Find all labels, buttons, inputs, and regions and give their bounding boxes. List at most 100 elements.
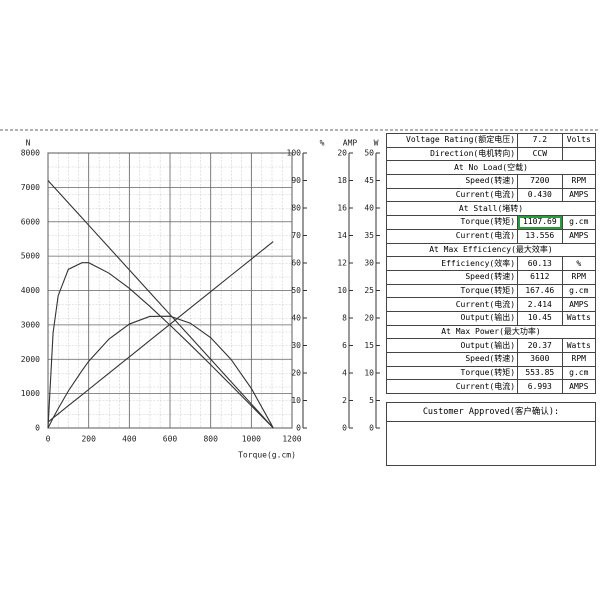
table-row: Current(电流) 2.414 AMPS (385, 297, 597, 312)
table-row: Current(电流) 0.430 AMPS (385, 187, 597, 203)
y-tick-label: 50 (364, 149, 374, 158)
y-tick-label: 80 (291, 204, 301, 213)
cell: 167.46 (517, 283, 563, 299)
y-tick-label: 60 (291, 259, 301, 268)
cell: RPM (561, 269, 597, 285)
x-tick-label: 1200 (282, 435, 301, 444)
curve (47, 241, 274, 423)
table-row: Direction(电机转向) CCW (385, 146, 597, 162)
table-row: Torque(转矩) 553.85 g.cm (385, 365, 597, 381)
y-tick-label: 30 (291, 341, 301, 350)
cell (561, 146, 597, 162)
customer-label: Customer Approved(客户确认): (387, 403, 595, 422)
y-tick-label: 12 (337, 259, 347, 268)
x-axis-title: Torque(g.cm) (238, 451, 296, 460)
section-header: At No Load(空载) (386, 160, 596, 176)
table-row: Output(输出) 10.45 Watts (385, 310, 597, 326)
table-row: Torque(转矩) 1107.69 g.cm (385, 215, 597, 230)
row-label: Efficiency(效率) (385, 256, 519, 271)
section-header: At Max Efficiency(最大效率) (386, 242, 596, 258)
cell: Volts (561, 133, 597, 148)
cell: AMPS (561, 379, 597, 395)
y-tick-label: 100 (287, 149, 302, 158)
y-tick-label: 50 (291, 286, 301, 295)
cell: Watts (561, 338, 597, 353)
curve (47, 262, 274, 429)
table-row: Output(输出) 20.37 Watts (385, 338, 597, 353)
table-row: Speed(转速) 7200 RPM (385, 174, 597, 189)
table-row: Speed(转速) 3600 RPM (385, 352, 597, 367)
cell: 13.556 (517, 228, 563, 244)
row-label: Output(输出) (385, 310, 519, 326)
table-row: At Max Power(最大功率) (386, 324, 596, 340)
y-tick-label: 30 (364, 259, 374, 268)
table-row: Voltage Rating(额定电压) 7.2 Volts (385, 133, 597, 148)
row-label: Speed(转速) (385, 352, 519, 367)
axis-title: N (26, 139, 31, 148)
section-header: At Max Power(最大功率) (386, 324, 596, 340)
y-tick-label: 1000 (21, 389, 40, 398)
row-label: Voltage Rating(额定电压) (385, 133, 519, 148)
cell: 7200 (517, 174, 563, 189)
cell: 3600 (517, 352, 563, 367)
table-row: At Max Efficiency(最大效率) (386, 242, 596, 258)
axis-title: W (374, 139, 379, 148)
table-row: Current(电流) 13.556 AMPS (385, 228, 597, 244)
table-row: Current(电流) 6.993 AMPS (385, 379, 597, 395)
y-tick-label: 70 (291, 231, 301, 240)
axis-title: AMP (343, 139, 358, 148)
cell: RPM (561, 352, 597, 367)
row-label: Torque(转矩) (385, 215, 519, 230)
y-tick-label: 7000 (21, 183, 40, 192)
y-tick-label: 18 (337, 176, 347, 185)
x-tick-label: 1000 (242, 435, 261, 444)
row-label: Speed(转速) (385, 174, 519, 189)
y-tick-label: 2 (342, 396, 347, 405)
axis-title: % (320, 139, 325, 148)
x-tick-label: 0 (46, 435, 51, 444)
table-row: Torque(转矩) 167.46 g.cm (385, 283, 597, 299)
cell: 7.2 (517, 133, 563, 148)
y-tick-label: 8000 (21, 149, 40, 158)
y-tick-label: 0 (369, 424, 374, 433)
row-label: Speed(转速) (385, 269, 519, 285)
y-tick-label: 10 (364, 369, 374, 378)
y-tick-label: 16 (337, 204, 347, 213)
row-label: Current(电流) (385, 297, 519, 312)
section-header: At Stall(堵转) (386, 201, 596, 217)
x-tick-label: 200 (81, 435, 96, 444)
curve (47, 315, 274, 429)
cell: 20.37 (517, 338, 563, 353)
cell: 10.45 (517, 310, 563, 326)
spec-table: Voltage Rating(额定电压) 7.2 Volts Direction(电机… (385, 133, 597, 395)
y-tick-label: 6000 (21, 217, 40, 226)
y-tick-label: 0 (342, 424, 347, 433)
cell: g.cm (561, 283, 597, 299)
y-tick-label: 2000 (21, 355, 40, 364)
y-tick-label: 20 (364, 314, 374, 323)
y-tick-label: 6 (342, 341, 347, 350)
curve (47, 180, 274, 429)
y-tick-label: 5000 (21, 252, 40, 261)
row-label: Torque(转矩) (385, 365, 519, 381)
table-row: At No Load(空载) (386, 160, 596, 176)
y-tick-label: 20 (291, 369, 301, 378)
y-tick-label: 40 (291, 314, 301, 323)
y-tick-label: 5 (369, 396, 374, 405)
table-row: Efficiency(效率) 60.13% (385, 256, 597, 271)
customer-box: Customer Approved(客户确认): (386, 402, 596, 466)
cell: % (561, 256, 597, 271)
row-label: Output(输出) (385, 338, 519, 353)
y-tick-label: 10 (337, 286, 347, 295)
cell: 60.13 (517, 256, 563, 271)
y-tick-label: 20 (337, 149, 347, 158)
y-tick-label: 8 (342, 314, 347, 323)
cell: RPM (561, 174, 597, 189)
x-tick-label: 600 (163, 435, 178, 444)
y-tick-label: 90 (291, 176, 301, 185)
y-tick-label: 25 (364, 286, 374, 295)
cell: 553.85 (517, 365, 563, 381)
cell: AMPS (561, 187, 597, 203)
y-tick-label: 40 (364, 204, 374, 213)
